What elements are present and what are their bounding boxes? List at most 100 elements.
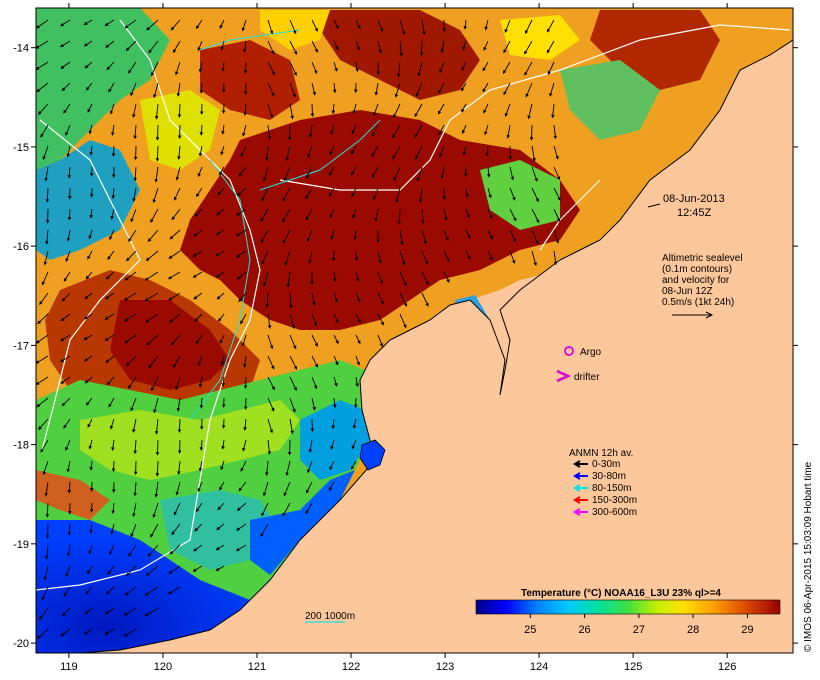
velocity-arrow — [463, 19, 468, 30]
velocity-arrow — [487, 187, 492, 199]
velocity-arrow — [150, 208, 159, 223]
velocity-arrow — [355, 376, 359, 388]
alt-line-1: (0.1m contours) — [662, 264, 732, 275]
velocity-arrow — [133, 439, 138, 455]
velocity-arrow — [193, 292, 203, 300]
velocity-arrow — [487, 208, 493, 219]
velocity-arrow — [111, 460, 116, 473]
velocity-arrow — [104, 334, 115, 341]
velocity-arrow — [483, 103, 489, 114]
velocity-arrow — [39, 292, 49, 305]
velocity-arrow — [329, 460, 335, 471]
velocity-arrow — [216, 208, 225, 216]
velocity-arrow — [414, 103, 423, 118]
velocity-arrow — [45, 544, 49, 560]
velocity-arrow — [330, 124, 335, 135]
velocity-arrow — [553, 229, 560, 244]
velocity-arrow — [104, 292, 115, 300]
velocity-arrow — [85, 586, 93, 595]
velocity-arrow — [443, 271, 450, 283]
velocity-arrow — [175, 481, 181, 496]
velocity-arrow — [45, 229, 49, 245]
velocity-arrow — [509, 166, 515, 181]
velocity-arrow — [111, 145, 116, 158]
velocity-arrow — [177, 418, 182, 433]
anmn-legend-label: 80-150m — [592, 483, 631, 494]
velocity-arrow — [461, 124, 467, 135]
velocity-arrow — [42, 145, 49, 160]
velocity-arrow — [175, 61, 181, 76]
velocity-arrow — [36, 82, 49, 93]
anmn-legend: ANMN 12h av. 0-30m30-80m80-150m150-300m3… — [569, 448, 637, 518]
velocity-arrow — [531, 250, 537, 267]
velocity-arrow — [372, 187, 379, 201]
anmn-legend-label: 30-80m — [592, 471, 626, 482]
velocity-arrow — [465, 229, 471, 239]
velocity-arrow — [43, 565, 49, 581]
velocity-arrow — [132, 502, 137, 518]
sst-field — [36, 8, 793, 653]
velocity-arrow — [502, 61, 511, 74]
velocity-arrow — [221, 61, 226, 72]
velocity-arrow — [43, 250, 49, 266]
velocity-arrow — [198, 376, 203, 388]
velocity-arrow — [462, 145, 467, 156]
velocity-arrow — [169, 229, 181, 240]
velocity-arrow — [418, 187, 423, 203]
velocity-arrow — [37, 628, 49, 640]
velocity-arrow — [311, 355, 318, 368]
velocity-arrow — [173, 355, 181, 369]
velocity-arrow — [331, 250, 336, 262]
velocity-arrow — [44, 166, 49, 182]
velocity-arrow — [377, 292, 384, 305]
velocity-arrow — [36, 397, 49, 408]
velocity-arrow — [198, 61, 203, 73]
velocity-arrow — [87, 418, 93, 428]
velocity-arrow — [107, 250, 115, 260]
velocity-arrow — [83, 40, 93, 47]
velocity-arrow — [351, 124, 357, 135]
velocity-arrow — [421, 208, 425, 225]
velocity-arrow — [37, 103, 49, 115]
velocity-arrow — [460, 82, 467, 92]
velocity-arrow — [484, 19, 489, 31]
velocity-arrow — [509, 208, 517, 222]
velocity-arrow — [144, 271, 159, 281]
velocity-arrow — [260, 208, 269, 223]
lat-tick-label: -15 — [13, 142, 29, 154]
velocity-arrow — [531, 166, 538, 182]
velocity-arrow — [87, 103, 93, 113]
velocity-arrow — [132, 187, 137, 203]
velocity-arrow — [437, 103, 445, 115]
velocity-arrow — [87, 565, 93, 575]
velocity-arrow — [267, 355, 275, 370]
anmn-legend-item: 30-80m — [573, 471, 626, 482]
velocity-arrow — [328, 166, 335, 176]
velocity-arrow — [83, 628, 93, 635]
velocity-arrow — [63, 418, 71, 429]
velocity-arrow — [109, 229, 115, 241]
velocity-arrow — [144, 313, 159, 323]
velocity-arrow — [329, 208, 335, 219]
velocity-arrow — [243, 355, 247, 368]
velocity-arrow — [199, 397, 204, 409]
velocity-arrow — [238, 166, 247, 177]
velocity-arrow — [307, 145, 313, 159]
velocity-arrow — [282, 229, 291, 244]
velocity-arrow — [128, 544, 137, 557]
colorbar-tick-label: 29 — [741, 624, 753, 636]
lat-tick-label: -14 — [13, 43, 29, 55]
velocity-arrow — [220, 355, 225, 366]
velocity-arrow — [421, 292, 429, 307]
velocity-arrow — [127, 61, 137, 74]
velocity-arrow — [85, 397, 93, 406]
velocity-arrow — [330, 439, 335, 450]
velocity-arrow — [311, 40, 318, 53]
velocity-arrow — [438, 82, 445, 94]
velocity-arrow — [104, 19, 115, 26]
velocity-arrow — [123, 292, 137, 301]
velocity-arrow — [130, 523, 137, 538]
velocity-arrow — [506, 124, 511, 139]
velocity-arrow — [377, 19, 384, 32]
velocity-arrow — [144, 607, 159, 617]
